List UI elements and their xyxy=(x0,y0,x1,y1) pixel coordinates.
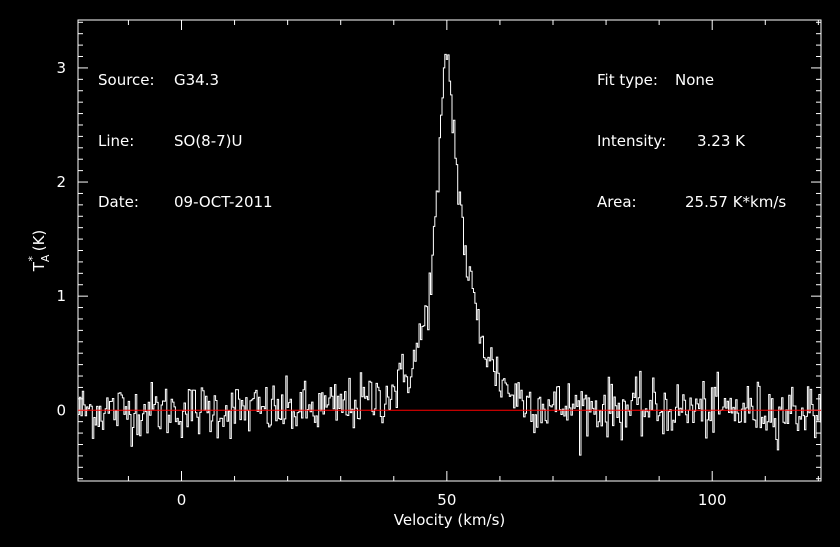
line-label: Line: xyxy=(98,132,135,150)
info-left: Source: G34.3 Line: SO(8-7)U Date: 09-OCT-2… xyxy=(98,32,273,233)
y-axis-label-text: TA* (K) xyxy=(26,230,52,273)
y-tick-label: 1 xyxy=(56,287,66,305)
x-axis-label: Velocity (km/s) xyxy=(394,511,505,529)
y-tick-label: 3 xyxy=(56,59,66,77)
y-axis-label: TA* (K) xyxy=(26,230,52,273)
y-tick-label: 2 xyxy=(56,173,66,191)
y-tick-label: 0 xyxy=(56,401,66,419)
fit-type-label: Fit type: xyxy=(597,71,658,89)
source-label: Source: xyxy=(98,71,155,89)
fit-type-value: None xyxy=(675,71,715,89)
x-tick-label: 0 xyxy=(177,491,187,509)
line-value: SO(8-7)U xyxy=(174,132,243,150)
source-value: G34.3 xyxy=(174,71,220,89)
area-value: 25.57 K*km/s xyxy=(685,193,787,211)
date-label: Date: xyxy=(98,193,139,211)
intensity-value: 3.23 K xyxy=(697,132,746,150)
x-tick-label: 50 xyxy=(437,491,456,509)
area-label: Area: xyxy=(597,193,637,211)
date-value: 09-OCT-2011 xyxy=(174,193,273,211)
intensity-label: Intensity: xyxy=(597,132,667,150)
x-tick-label: 100 xyxy=(698,491,727,509)
info-right: Fit type: None Intensity: 3.23 K Area: 25.5… xyxy=(597,32,786,233)
spectrum-line xyxy=(78,53,821,456)
